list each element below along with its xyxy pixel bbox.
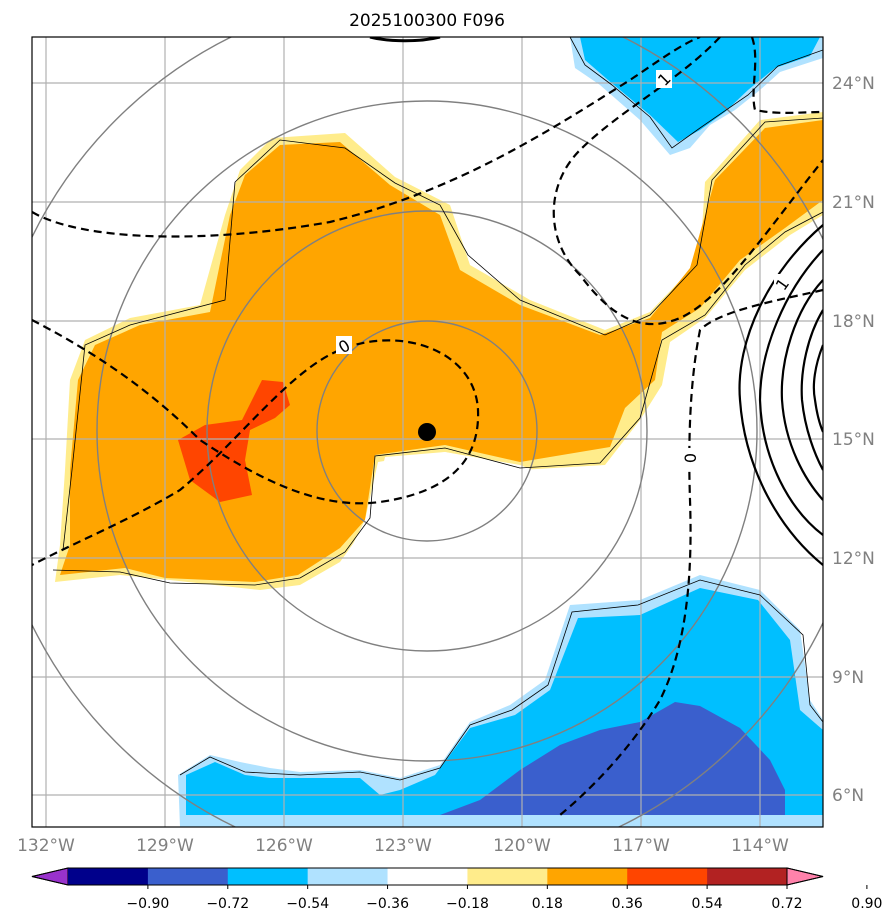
contour-line — [32, 319, 480, 566]
contour-line — [780, 279, 823, 501]
contour-line — [812, 344, 823, 433]
lat-label: 24°N — [832, 74, 875, 94]
lat-label: 12°N — [832, 549, 875, 569]
colorbar-extend-low — [31, 867, 69, 886]
lon-label: 129°W — [136, 836, 194, 856]
contour-line — [800, 309, 823, 471]
colorbar-tick-label: 0.18 — [532, 896, 563, 912]
contour-line — [758, 249, 823, 536]
colorbar-tick-label: 0.90 — [851, 896, 882, 912]
colorbar-tick-label: 0.54 — [692, 896, 723, 912]
graticule — [32, 37, 823, 827]
lon-label: 117°W — [612, 836, 670, 856]
lat-label: 15°N — [832, 430, 875, 450]
contour-label: 0 — [681, 453, 700, 463]
dashed-contours — [32, 37, 823, 816]
longitude-labels: 132°W 129°W 126°W 123°W 120°W 117°W 114°… — [17, 836, 789, 856]
map-frame — [31, 36, 824, 828]
lat-label: 6°N — [832, 786, 864, 806]
lon-label: 120°W — [493, 836, 551, 856]
map-plot-area: 1 0 0 1 — [32, 37, 823, 827]
colorbar-tick-label: 0.72 — [771, 896, 802, 912]
colorbar-swatch — [227, 868, 309, 885]
latitude-labels: 24°N 21°N 18°N 15°N 12°N 9°N 6°N — [832, 74, 875, 806]
contour-line — [32, 37, 701, 238]
colorbar-tick-label: −0.36 — [366, 896, 409, 912]
map-title: 2025100300 F096 — [349, 11, 505, 31]
contour-line — [369, 37, 441, 43]
colorbar: −0.90 −0.72 −0.54 −0.36 −0.18 0.18 0.36 0.54 0.7… — [31, 867, 882, 912]
lat-label: 21°N — [832, 193, 875, 213]
lon-label: 132°W — [17, 836, 75, 856]
colorbar-tick-label: −0.90 — [126, 896, 169, 912]
solid-contours — [738, 224, 823, 566]
colorbar-tick-label: 0.36 — [612, 896, 643, 912]
colorbar-swatch — [307, 868, 389, 885]
colorbar-tick-label: −0.54 — [286, 896, 329, 912]
storm-center-marker — [418, 423, 436, 441]
contour-line — [750, 37, 823, 114]
colorbar-frame — [31, 867, 824, 886]
colorbar-swatch — [147, 868, 229, 885]
storm-clear-region — [345, 452, 560, 630]
lat-label: 18°N — [832, 312, 875, 332]
colorbar-extend-high — [786, 867, 824, 886]
negative-anomaly-south-strong — [440, 702, 785, 815]
anomaly-outlines — [52, 37, 823, 781]
colorbar-swatch — [627, 868, 708, 885]
contour-line — [552, 37, 823, 326]
colorbar-tick-label: −0.72 — [206, 896, 249, 912]
colorbar-swatch — [467, 868, 548, 885]
lat-label: 9°N — [832, 668, 864, 688]
lon-label: 123°W — [374, 836, 432, 856]
lon-label: 126°W — [255, 836, 313, 856]
contour-line — [559, 288, 823, 816]
lon-label: 114°W — [731, 836, 789, 856]
contour-line — [738, 224, 823, 566]
colorbar-swatch — [707, 868, 788, 885]
positive-anomaly-orange — [60, 120, 823, 582]
range-rings — [32, 37, 823, 827]
colorbar-swatch — [547, 868, 628, 885]
colorbar-tick-label: −0.18 — [446, 896, 489, 912]
colorbar-swatch — [387, 868, 468, 885]
colorbar-swatch — [68, 868, 149, 885]
